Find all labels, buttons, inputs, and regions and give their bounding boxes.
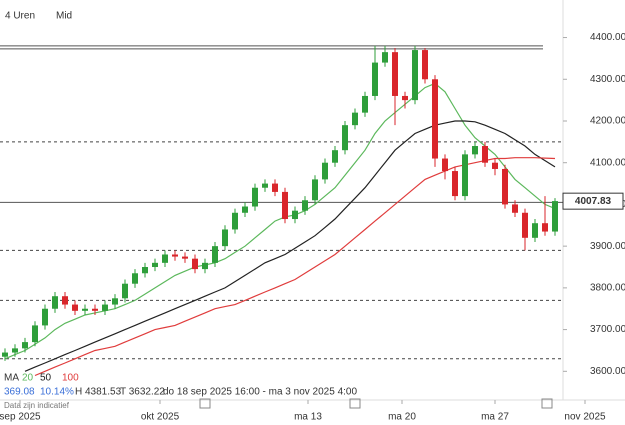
- candle-body: [382, 52, 388, 63]
- candle-body: [322, 162, 328, 180]
- y-tick-label: 4400.00: [590, 32, 625, 43]
- candle-body: [552, 201, 558, 232]
- candle-body: [542, 223, 548, 232]
- candle-body: [212, 246, 218, 263]
- candle-body: [232, 212, 238, 230]
- candle-body: [112, 298, 118, 305]
- x-tick-label: okt 2025: [141, 412, 180, 423]
- y-tick-label: 4100.00: [590, 157, 625, 168]
- candle-body: [362, 95, 368, 113]
- x-tick-label: sep 2025: [0, 412, 41, 423]
- candle-body: [252, 187, 258, 207]
- candle-body: [302, 200, 308, 211]
- candle-body: [32, 325, 38, 343]
- candle-body: [142, 267, 148, 274]
- candle-body: [332, 150, 338, 163]
- candle-body: [342, 125, 348, 151]
- candle-body: [122, 283, 128, 299]
- candle-body: [442, 158, 448, 172]
- legend-entry: 20: [22, 373, 34, 384]
- high: H 4381.53: [75, 387, 122, 398]
- candle-body: [372, 62, 378, 96]
- last-price-label: 4007.83: [575, 196, 612, 207]
- candle-body: [272, 183, 278, 192]
- candle-body: [292, 210, 298, 220]
- change: 10.14%: [40, 387, 74, 398]
- candle-body: [92, 308, 98, 311]
- candle-body: [492, 162, 498, 169]
- x-tick-label: ma 13: [294, 412, 322, 423]
- candle-body: [22, 342, 28, 349]
- candle-body: [12, 348, 18, 353]
- candle-body: [152, 262, 158, 268]
- candle-body: [412, 50, 418, 101]
- ma-label: MA: [4, 373, 19, 384]
- x-tick-label: ma 27: [481, 412, 509, 423]
- candle-body: [472, 146, 478, 155]
- x-tick-label: ma 20: [388, 412, 416, 423]
- candle-body: [102, 304, 108, 311]
- candle-body: [242, 206, 248, 213]
- candle-body: [522, 212, 528, 238]
- ma-line: [34, 157, 556, 377]
- y-tick-label: 4300.00: [590, 74, 625, 85]
- y-tick-label: 3600.00: [590, 366, 625, 377]
- candle-body: [482, 146, 488, 163]
- last-price-box: [562, 192, 624, 210]
- candle-body: [82, 308, 88, 311]
- candle-body: [462, 154, 468, 197]
- candle-body: [222, 229, 228, 247]
- candle-body: [52, 296, 58, 309]
- candle-body: [452, 171, 458, 197]
- candle-body: [512, 204, 518, 213]
- candle-body: [2, 352, 8, 357]
- price-type[interactable]: Mid: [56, 11, 72, 22]
- candle-body: [42, 308, 48, 326]
- interval[interactable]: 4 Uren: [5, 11, 35, 22]
- stats: 369.08: [4, 387, 35, 398]
- candle-body: [352, 112, 358, 126]
- legend-entry: 50: [40, 373, 52, 384]
- y-tick-label: 3800.00: [590, 283, 625, 294]
- candle-body: [172, 254, 178, 257]
- candle-body: [532, 223, 538, 238]
- calendar-icons: [199, 398, 553, 409]
- candle-body: [392, 52, 398, 96]
- candle-body: [192, 258, 198, 270]
- range: do 18 sep 2025 16:00 - ma 3 nov 2025 4:0…: [163, 387, 357, 398]
- ma-line: [24, 120, 556, 372]
- note: Data zijn indicatief: [4, 401, 70, 410]
- candle-body: [262, 183, 268, 188]
- candle-body: [62, 296, 68, 305]
- candle-body: [162, 254, 168, 263]
- y-tick-label: 3700.00: [590, 324, 625, 335]
- ma-line: [4, 82, 556, 360]
- legend-entry: 100: [62, 373, 79, 384]
- y-tick-label: 4200.00: [590, 116, 625, 127]
- candle-body: [502, 168, 508, 205]
- candle-body: [72, 304, 78, 311]
- y-tick-label: 3900.00: [590, 241, 625, 252]
- x-tick-label: nov 2025: [564, 412, 606, 423]
- candle-body: [312, 179, 318, 201]
- candle-body: [422, 50, 428, 80]
- candle-body: [432, 79, 438, 159]
- low: T 3632.22: [120, 387, 165, 398]
- candle-body: [202, 262, 208, 270]
- candle-body: [282, 191, 288, 220]
- candle-body: [182, 256, 188, 259]
- candle-body: [402, 95, 408, 101]
- candle-body: [132, 273, 138, 284]
